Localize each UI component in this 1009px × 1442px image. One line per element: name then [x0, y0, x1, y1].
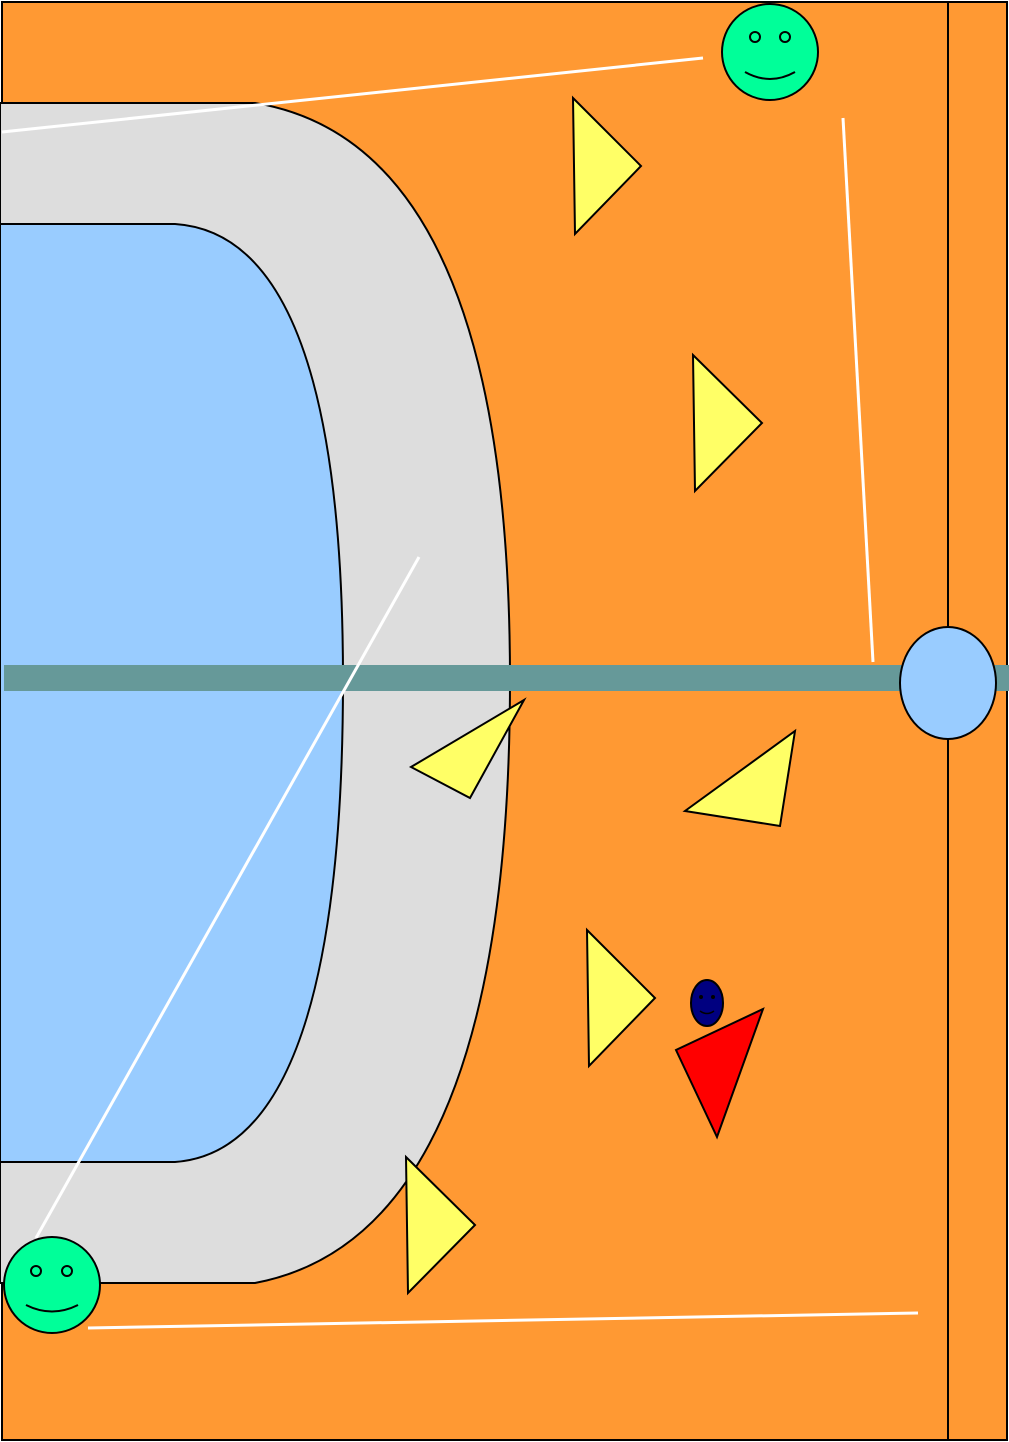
player-smiley-face-icon — [721, 3, 819, 101]
pass-line-right — [841, 117, 875, 663]
player-smiley-face-icon — [3, 1236, 101, 1334]
cone-triangle-icon — [691, 352, 764, 494]
red-cone-triangle-icon — [674, 1007, 765, 1140]
cone-triangle-icon — [682, 728, 797, 828]
cone-triangle-icon — [404, 1154, 477, 1296]
post-circle-icon — [899, 626, 997, 740]
cone-triangle-icon — [585, 927, 657, 1069]
inner-pool — [0, 223, 345, 1163]
pass-lines — [1, 56, 919, 1330]
cones — [404, 95, 797, 1296]
pass-line-top — [1, 56, 704, 134]
pass-line-bottom — [87, 1311, 919, 1330]
center-bar — [4, 665, 1009, 691]
cone-triangle-icon — [571, 95, 643, 237]
pass-line-diagonal — [34, 556, 421, 1239]
cone-triangle-icon — [408, 697, 527, 800]
coach-smiley-face-icon — [690, 979, 724, 1027]
